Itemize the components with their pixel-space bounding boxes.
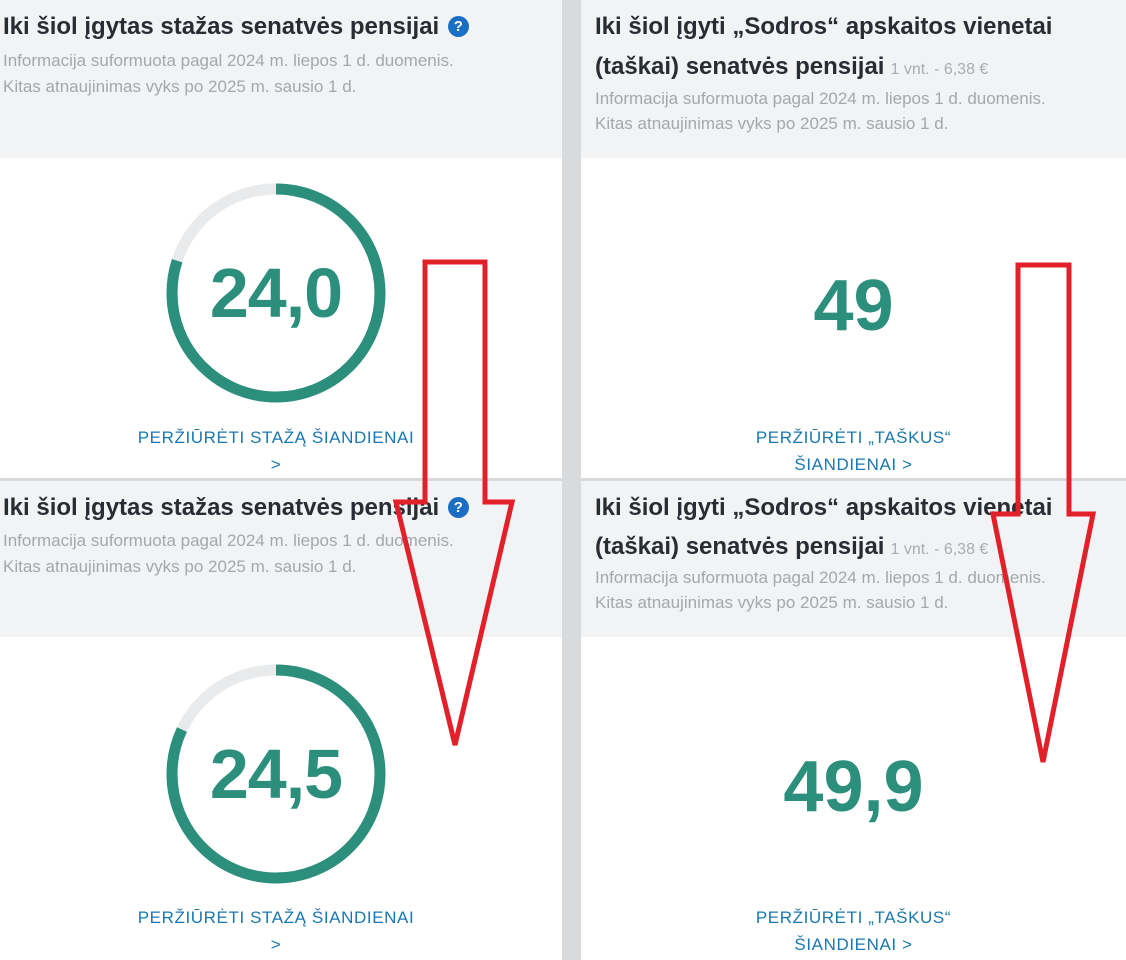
points-value: 49,9: [783, 747, 924, 827]
info-line-1: Informacija suformuota pagal 2024 m. lie…: [595, 89, 1046, 108]
gauge-ring: [166, 183, 386, 403]
gauge-progress-arc: [166, 183, 386, 403]
seniority-card-before: Iki šiol įgytas stažas senatvės pensijai…: [0, 0, 562, 478]
gauge-progress-arc: [166, 664, 386, 884]
gauge-ring: [166, 664, 386, 884]
points-title-line-2: (taškai) senatvės pensijai 1 vnt. - 6,38 …: [595, 53, 989, 80]
view-seniority-link[interactable]: PERŽIŪRĖTI STAŽĄ ŠIANDIENAI >: [137, 428, 415, 474]
view-points-link[interactable]: PERŽIŪRĖTI „TAŠKUS“ ŠIANDIENAI >: [755, 428, 952, 474]
view-seniority-link[interactable]: PERŽIŪRĖTI STAŽĄ ŠIANDIENAI >: [137, 908, 415, 954]
info-line-2: Kitas atnaujinimas vyks po 2025 m. sausi…: [595, 114, 949, 133]
card-header: [581, 0, 1126, 158]
points-title-line-1: Iki šiol įgyti „Sodros“ apskaitos vienet…: [595, 13, 1053, 40]
info-line-1: Informacija suformuota pagal 2024 m. lie…: [3, 531, 454, 550]
seniority-title: Iki šiol įgytas stažas senatvės pensijai…: [3, 489, 469, 526]
points-card-before: Iki šiol įgyti „Sodros“ apskaitos vienet…: [581, 0, 1126, 478]
info-line-2: Kitas atnaujinimas vyks po 2025 m. sausi…: [595, 593, 949, 612]
seniority-value: 24,0: [209, 254, 343, 332]
points-title-line-2: (taškai) senatvės pensijai 1 vnt. - 6,38 …: [595, 533, 989, 560]
points-card-after: Iki šiol įgyti „Sodros“ apskaitos vienet…: [581, 481, 1126, 960]
info-line-1: Informacija suformuota pagal 2024 m. lie…: [595, 568, 1046, 587]
seniority-card-after: Iki šiol įgytas stažas senatvės pensijai…: [0, 481, 562, 960]
points-unit-value: 1 vnt. - 6,38 €: [890, 61, 989, 78]
points-value: 49: [813, 266, 894, 346]
info-line-1: Informacija suformuota pagal 2024 m. lie…: [3, 51, 454, 70]
info-line-2: Kitas atnaujinimas vyks po 2025 m. sausi…: [3, 77, 357, 96]
seniority-gauge: 24,5: [166, 664, 386, 884]
seniority-gauge: 24,0: [166, 183, 386, 403]
view-points-link[interactable]: PERŽIŪRĖTI „TAŠKUS“ ŠIANDIENAI >: [755, 908, 952, 954]
info-line-2: Kitas atnaujinimas vyks po 2025 m. sausi…: [3, 557, 357, 576]
seniority-title: Iki šiol įgytas stažas senatvės pensijai…: [3, 8, 469, 45]
points-unit-value: 1 vnt. - 6,38 €: [890, 541, 989, 558]
points-title-line-1: Iki šiol įgyti „Sodros“ apskaitos vienet…: [595, 494, 1053, 521]
seniority-value: 24,5: [209, 735, 343, 813]
info-icon[interactable]: ?: [447, 16, 469, 37]
info-icon[interactable]: ?: [447, 497, 469, 518]
